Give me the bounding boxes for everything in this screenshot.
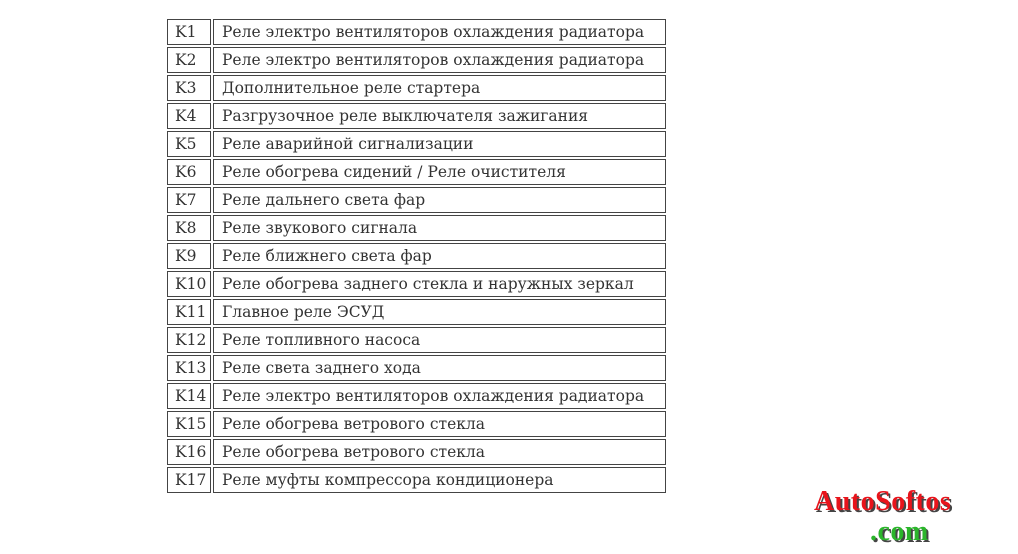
relay-code: K9 — [167, 243, 211, 269]
relay-code: K10 — [167, 271, 211, 297]
relay-description: Реле света заднего хода — [213, 355, 666, 381]
table-row: K12 Реле топливного насоса — [167, 327, 666, 353]
table-body: K1 Реле электро вентиляторов охлаждения р… — [167, 19, 666, 493]
relay-code: K12 — [167, 327, 211, 353]
relay-description: Реле ближнего света фар — [213, 243, 666, 269]
relay-code: K2 — [167, 47, 211, 73]
relay-description: Главное реле ЭСУД — [213, 299, 666, 325]
relay-description: Реле звукового сигнала — [213, 215, 666, 241]
table-row: K16 Реле обогрева ветрового стекла — [167, 439, 666, 465]
relay-code: K14 — [167, 383, 211, 409]
relay-description: Реле обогрева заднего стекла и наружных … — [213, 271, 666, 297]
relay-description: Реле аварийной сигнализации — [213, 131, 666, 157]
relay-description: Реле обогрева ветрового стекла — [213, 439, 666, 465]
relay-code: K11 — [167, 299, 211, 325]
table-row: K6 Реле обогрева сидений / Реле очистител… — [167, 159, 666, 185]
relay-code: K1 — [167, 19, 211, 45]
relay-code: K13 — [167, 355, 211, 381]
relay-code: K5 — [167, 131, 211, 157]
relay-table: K1 Реле электро вентиляторов охлаждения р… — [165, 17, 668, 495]
relay-code: K15 — [167, 411, 211, 437]
table-row: K11 Главное реле ЭСУД — [167, 299, 666, 325]
table-row: K17 Реле муфты компрессора кондиционера — [167, 467, 666, 493]
relay-code: K8 — [167, 215, 211, 241]
watermark-brand: AutoSoftos — [814, 486, 952, 517]
table-row: K3 Дополнительное реле стартера — [167, 75, 666, 101]
relay-code: K4 — [167, 103, 211, 129]
table-row: K15 Реле обогрева ветрового стекла — [167, 411, 666, 437]
table-row: K13 Реле света заднего хода — [167, 355, 666, 381]
relay-description: Реле электро вентиляторов охлаждения рад… — [213, 47, 666, 73]
table-row: K7 Реле дальнего света фар — [167, 187, 666, 213]
relay-code: K3 — [167, 75, 211, 101]
relay-code: K6 — [167, 159, 211, 185]
table-row: K2 Реле электро вентиляторов охлаждения р… — [167, 47, 666, 73]
relay-description: Реле электро вентиляторов охлаждения рад… — [213, 19, 666, 45]
table-row: K10 Реле обогрева заднего стекла и наружн… — [167, 271, 666, 297]
relay-description: Реле дальнего света фар — [213, 187, 666, 213]
table-row: K5 Реле аварийной сигнализации — [167, 131, 666, 157]
relay-code: K17 — [167, 467, 211, 493]
relay-description: Реле муфты компрессора кондиционера — [213, 467, 666, 493]
relay-description: Реле электро вентиляторов охлаждения рад… — [213, 383, 666, 409]
relay-description: Дополнительное реле стартера — [213, 75, 666, 101]
relay-description: Реле обогрева ветрового стекла — [213, 411, 666, 437]
relay-code: K16 — [167, 439, 211, 465]
watermark-domain: .com — [870, 516, 929, 547]
table-row: K8 Реле звукового сигнала — [167, 215, 666, 241]
table-row: K14 Реле электро вентиляторов охлаждения … — [167, 383, 666, 409]
table-row: K1 Реле электро вентиляторов охлаждения р… — [167, 19, 666, 45]
relay-description: Разгрузочное реле выключателя зажигания — [213, 103, 666, 129]
table-row: K9 Реле ближнего света фар — [167, 243, 666, 269]
table-row: K4 Разгрузочное реле выключателя зажигани… — [167, 103, 666, 129]
relay-description: Реле обогрева сидений / Реле очистителя — [213, 159, 666, 185]
relay-code: K7 — [167, 187, 211, 213]
relay-description: Реле топливного насоса — [213, 327, 666, 353]
